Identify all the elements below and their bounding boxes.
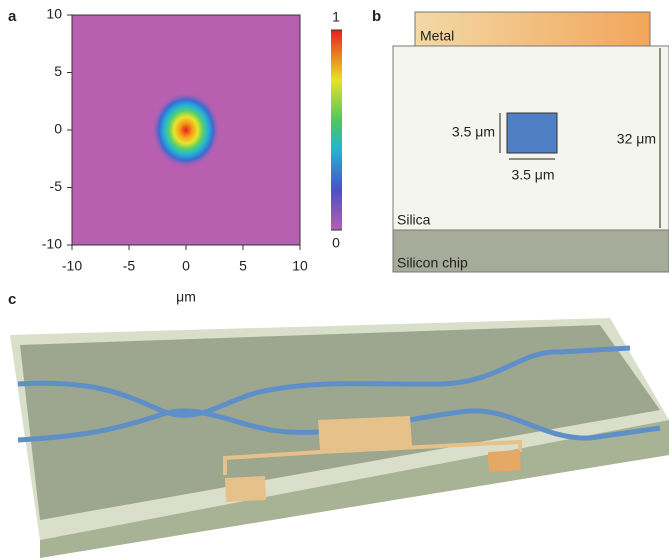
- contact-pad: [488, 450, 521, 472]
- colorbar-tick-label: 1: [332, 9, 340, 25]
- y-tick-label: 10: [46, 6, 62, 22]
- x-tick-label: -5: [123, 258, 136, 274]
- electrode-wire: [223, 439, 522, 475]
- y-tick-label: 0: [54, 121, 62, 137]
- mode-spot: [152, 92, 220, 168]
- dimension-label: 32 μm: [617, 131, 656, 147]
- x-tick-label: -10: [62, 258, 82, 274]
- waveguide: [17, 345, 631, 418]
- metal-label: Metal: [420, 28, 454, 44]
- silicon-label: Silicon chip: [397, 255, 468, 271]
- panel-label: a: [8, 8, 17, 25]
- silicon-layer: [392, 229, 669, 273]
- waveguide-core: [506, 112, 558, 154]
- metal-layer: [414, 11, 651, 47]
- panel-label: c: [8, 291, 16, 308]
- colorbar-tick-label: 0: [332, 235, 340, 251]
- x-axis-label: μm: [176, 289, 196, 305]
- dimension-label: 3.5 μm: [452, 124, 495, 140]
- colorbar: [331, 30, 342, 230]
- x-tick-label: 5: [239, 258, 247, 274]
- x-tick-label: 0: [182, 258, 190, 274]
- x-tick-label: 10: [292, 258, 308, 274]
- electrode: [318, 416, 412, 450]
- y-tick-label: -10: [42, 236, 62, 252]
- y-tick-label: -5: [50, 178, 63, 194]
- contact-pad: [225, 476, 266, 502]
- silica-label: Silica: [397, 212, 431, 228]
- y-tick-label: 5: [54, 63, 62, 79]
- panel-label: b: [372, 8, 381, 25]
- waveguide: [17, 408, 661, 443]
- dimension-label: 3.5 μm: [511, 167, 554, 183]
